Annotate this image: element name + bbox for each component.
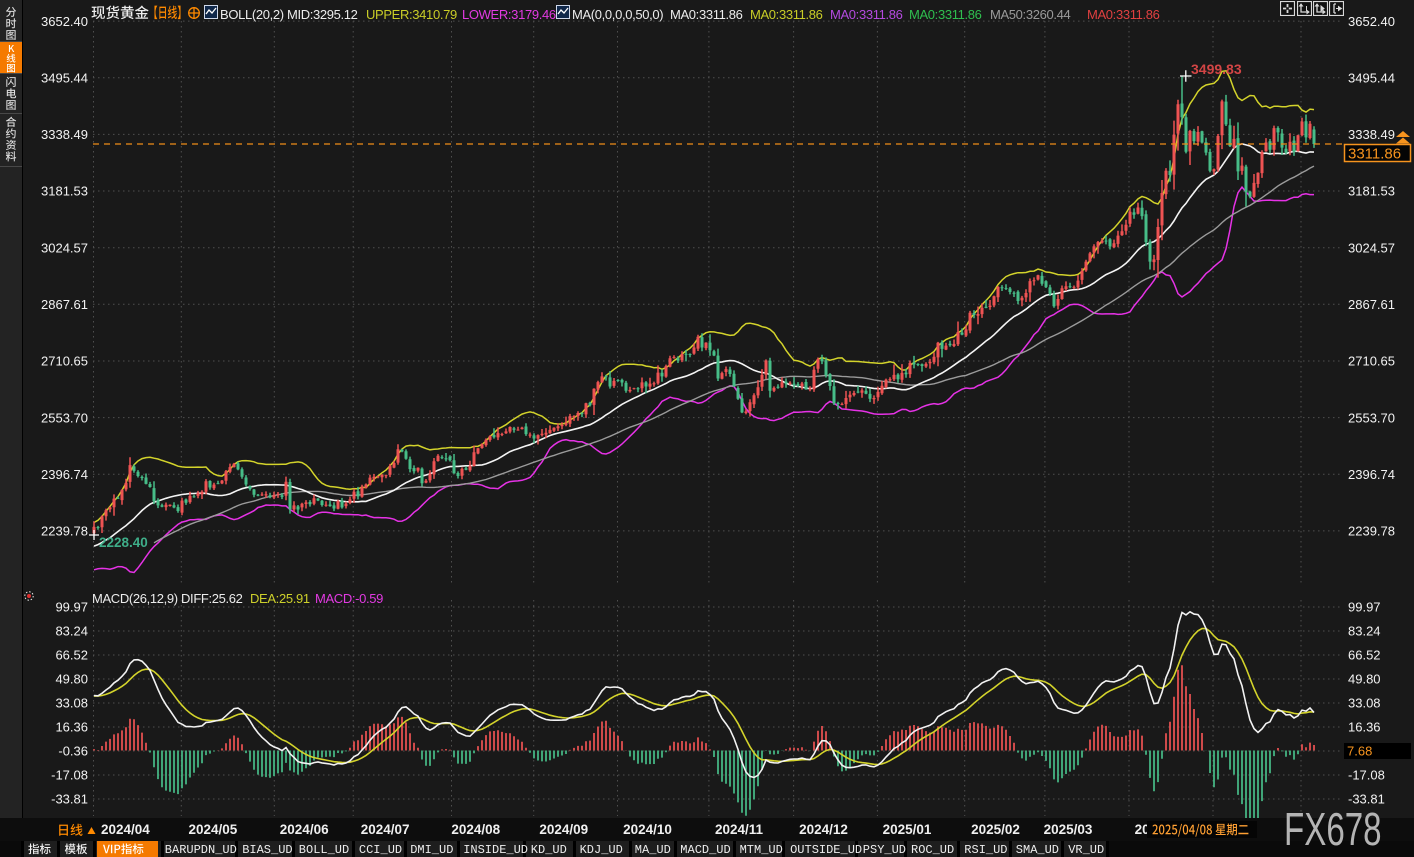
svg-text:2396.74: 2396.74 — [41, 467, 88, 482]
svg-text:99.97: 99.97 — [1348, 600, 1381, 615]
svg-text:49.80: 49.80 — [55, 672, 88, 687]
svg-text:3311.86: 3311.86 — [1348, 146, 1401, 163]
svg-text:3024.57: 3024.57 — [1348, 240, 1395, 255]
svg-text:3181.53: 3181.53 — [41, 184, 88, 199]
svg-text:66.52: 66.52 — [1348, 648, 1381, 663]
svg-text:2867.61: 2867.61 — [1348, 297, 1395, 312]
svg-text:3652.40: 3652.40 — [41, 14, 88, 29]
svg-text:3181.53: 3181.53 — [1348, 184, 1395, 199]
svg-text:-0.36: -0.36 — [58, 744, 88, 759]
svg-text:3024.57: 3024.57 — [41, 240, 88, 255]
svg-text:-33.81: -33.81 — [1348, 792, 1385, 807]
svg-text:2228.40: 2228.40 — [99, 535, 148, 550]
svg-text:33.08: 33.08 — [55, 696, 88, 711]
svg-text:-33.81: -33.81 — [51, 792, 88, 807]
svg-text:3499.83: 3499.83 — [1191, 61, 1242, 77]
svg-text:99.97: 99.97 — [55, 600, 88, 615]
svg-text:2396.74: 2396.74 — [1348, 467, 1395, 482]
svg-text:3338.49: 3338.49 — [41, 127, 88, 142]
svg-text:2710.65: 2710.65 — [1348, 354, 1395, 369]
svg-text:-17.08: -17.08 — [51, 768, 88, 783]
svg-text:7.68: 7.68 — [1347, 744, 1372, 759]
svg-text:2710.65: 2710.65 — [41, 354, 88, 369]
svg-text:2553.70: 2553.70 — [41, 410, 88, 425]
svg-text:49.80: 49.80 — [1348, 672, 1381, 687]
svg-text:66.52: 66.52 — [55, 648, 88, 663]
svg-text:16.36: 16.36 — [55, 720, 88, 735]
svg-text:3338.49: 3338.49 — [1348, 127, 1395, 142]
svg-text:2553.70: 2553.70 — [1348, 410, 1395, 425]
svg-text:2239.78: 2239.78 — [1348, 524, 1395, 539]
svg-text:3495.44: 3495.44 — [1348, 70, 1395, 85]
svg-text:2867.61: 2867.61 — [41, 297, 88, 312]
svg-text:3495.44: 3495.44 — [41, 70, 88, 85]
svg-text:33.08: 33.08 — [1348, 696, 1381, 711]
svg-text:3652.40: 3652.40 — [1348, 14, 1395, 29]
svg-text:2239.78: 2239.78 — [41, 524, 88, 539]
svg-text:16.36: 16.36 — [1348, 720, 1381, 735]
svg-text:-17.08: -17.08 — [1348, 768, 1385, 783]
svg-text:83.24: 83.24 — [1348, 624, 1381, 639]
svg-text:83.24: 83.24 — [55, 624, 88, 639]
